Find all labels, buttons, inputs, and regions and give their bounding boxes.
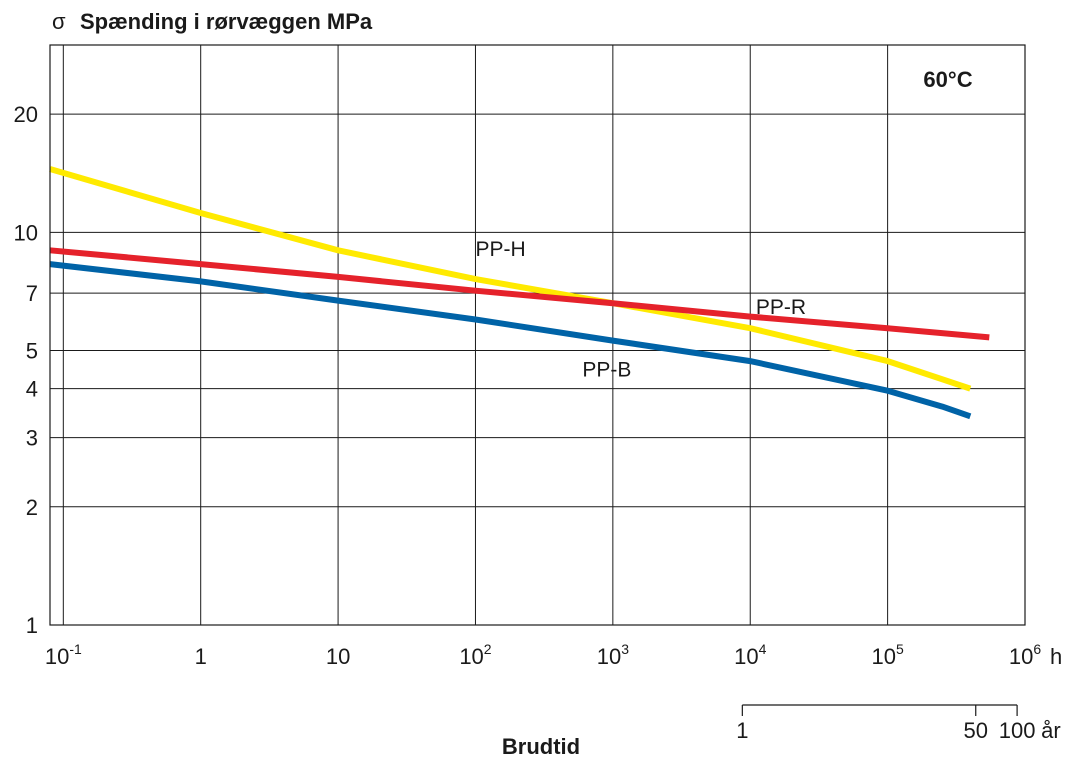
x-tick-label: 10 (326, 644, 350, 669)
y-tick-labels: 1 2 3 4 5 7 10 20 (14, 102, 38, 638)
x-tick-label: 10-1 (45, 641, 82, 669)
y-tick-label: 3 (26, 426, 38, 451)
plot-frame (49, 44, 1026, 626)
x-tick-label: 105 (871, 641, 903, 669)
y-tick-label: 2 (26, 495, 38, 520)
secondary-tick-label: 50 (964, 718, 988, 743)
y-tick-label: 4 (26, 377, 38, 402)
secondary-axis-years: 1 50 100 år (736, 704, 1061, 743)
x-tick-label: 103 (597, 641, 629, 669)
x-axis-title: Brudtid (502, 734, 580, 758)
series-lines (49, 166, 990, 420)
series-label-pp-b: PP-B (582, 358, 631, 381)
chart-title: σ Spænding i rørvæggen MPa (52, 9, 373, 34)
series-line-pp-b (49, 261, 972, 420)
series-line-pp-r (49, 247, 990, 341)
series-labels: PP-H PP-R PP-B (475, 238, 806, 381)
y-tick-label: 10 (14, 220, 38, 245)
series-line-pp-h (49, 166, 972, 392)
temperature-annotation: 60°C (923, 67, 972, 92)
secondary-tick-label: 1 (736, 718, 748, 743)
x-tick-label: 106 (1009, 641, 1041, 669)
sigma-symbol: σ (52, 9, 66, 34)
grid (50, 45, 1025, 625)
x-tick-labels: 10-1 1 10 102 103 104 105 106 (45, 641, 1041, 669)
y-axis-title: Spænding i rørvæggen MPa (80, 9, 373, 34)
y-tick-label: 1 (26, 613, 38, 638)
x-axis-unit: h (1050, 644, 1062, 669)
x-tick-label: 102 (459, 641, 491, 669)
x-tick-label: 104 (734, 641, 766, 669)
x-tick-label: 1 (195, 644, 207, 669)
series-label-pp-h: PP-H (475, 238, 525, 261)
secondary-axis-unit: år (1041, 718, 1061, 743)
y-tick-label: 20 (14, 102, 38, 127)
y-tick-label: 7 (26, 281, 38, 306)
secondary-tick-label: 100 (999, 718, 1036, 743)
y-tick-label: 5 (26, 339, 38, 364)
series-label-pp-r: PP-R (756, 296, 806, 319)
